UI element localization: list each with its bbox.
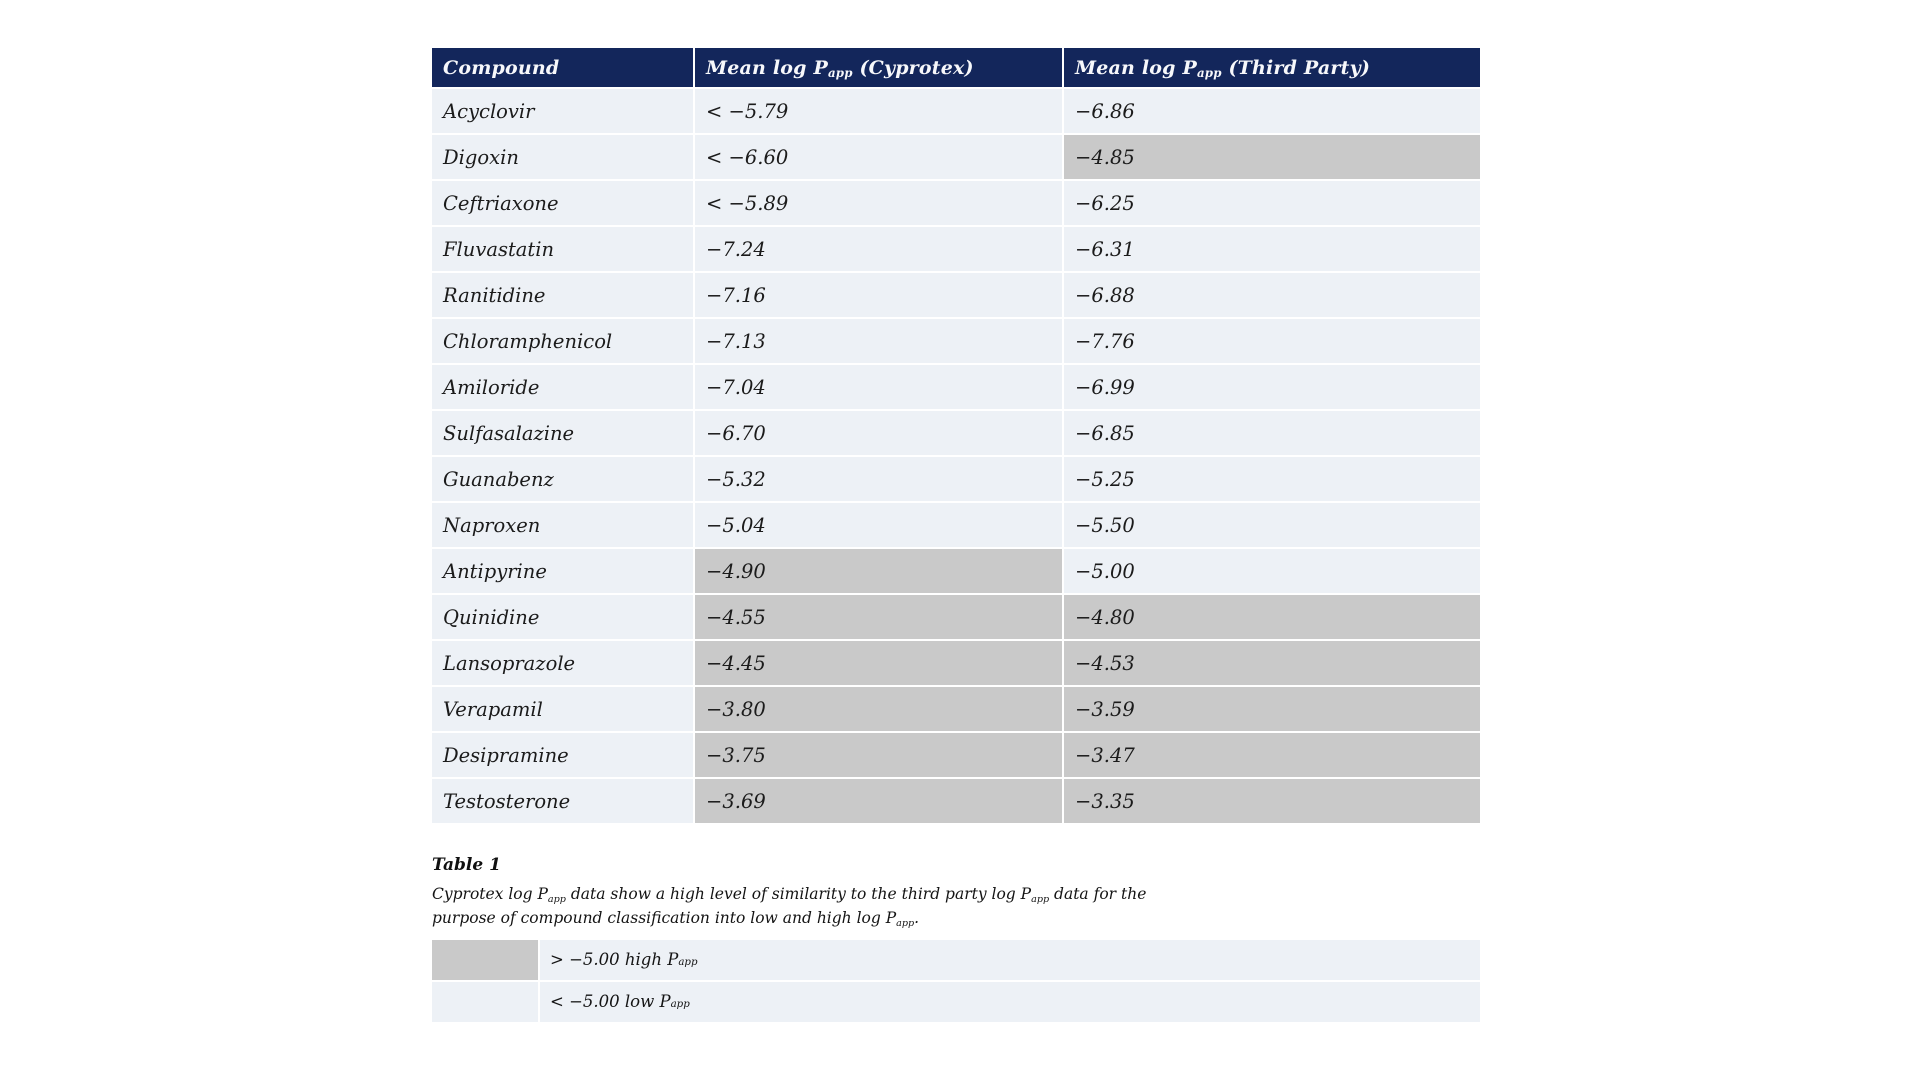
third-party-value-cell: −6.88 — [1063, 272, 1480, 319]
compound-cell: Digoxin — [432, 134, 695, 181]
papp-comparison-table: Compound Mean log Papp (Cyprotex) Mean l… — [432, 48, 1480, 825]
high-papp-swatch — [432, 939, 538, 980]
cyprotex-value-cell: −7.04 — [694, 364, 1064, 411]
cyprotex-value-cell: −4.55 — [694, 594, 1064, 641]
legend-text: < −5.00 low P — [550, 992, 671, 1012]
table-row: Sulfasalazine −6.70 −6.85 — [432, 410, 1480, 457]
cyprotex-value-cell: −3.69 — [694, 778, 1064, 825]
table-row: Verapamil −3.80 −3.59 — [432, 686, 1480, 733]
third-party-value-cell: −4.53 — [1063, 640, 1480, 687]
compound-cell: Testosterone — [432, 778, 695, 825]
cyprotex-value-cell: −4.45 — [694, 640, 1064, 687]
table-row: Ceftriaxone < −5.89 −6.25 — [432, 180, 1480, 227]
compound-cell: Fluvastatin — [432, 226, 695, 273]
cyprotex-value-cell: < −5.79 — [694, 88, 1064, 135]
compound-cell: Quinidine — [432, 594, 695, 641]
compound-cell: Naproxen — [432, 502, 695, 549]
caption-subscript: app — [896, 918, 915, 930]
caption-text: data show a high level of similarity to … — [565, 885, 1032, 903]
column-header-cyprotex: Mean log Papp (Cyprotex) — [694, 48, 1064, 89]
cyprotex-value-cell: −7.24 — [694, 226, 1064, 273]
column-header-third-party: Mean log Papp (Third Party) — [1063, 48, 1480, 89]
table-row: Guanabenz −5.32 −5.25 — [432, 456, 1480, 503]
header-subscript: app — [827, 65, 853, 80]
table-header-row: Compound Mean log Papp (Cyprotex) Mean l… — [432, 48, 1480, 89]
column-header-compound: Compound — [432, 48, 695, 89]
third-party-value-cell: −5.00 — [1063, 548, 1480, 595]
compound-cell: Ceftriaxone — [432, 180, 695, 227]
header-subscript: app — [1196, 65, 1222, 80]
cyprotex-value-cell: −4.90 — [694, 548, 1064, 595]
table-caption-body: Cyprotex log Papp data show a high level… — [432, 882, 1187, 931]
third-party-value-cell: −3.35 — [1063, 778, 1480, 825]
table-row: Ranitidine −7.16 −6.88 — [432, 272, 1480, 319]
table-row: Naproxen −5.04 −5.50 — [432, 502, 1480, 549]
third-party-value-cell: −4.80 — [1063, 594, 1480, 641]
cyprotex-value-cell: −5.32 — [694, 456, 1064, 503]
table-body: Acyclovir < −5.79 −6.86 Digoxin < −6.60 −4.85… — [432, 88, 1480, 825]
cyprotex-value-cell: < −6.60 — [694, 134, 1064, 181]
table-row: Acyclovir < −5.79 −6.86 — [432, 88, 1480, 135]
header-label: Mean log P — [1075, 56, 1197, 79]
third-party-value-cell: −5.50 — [1063, 502, 1480, 549]
compound-cell: Antipyrine — [432, 548, 695, 595]
cyprotex-value-cell: < −5.89 — [694, 180, 1064, 227]
header-label: Compound — [443, 56, 560, 79]
compound-cell: Sulfasalazine — [432, 410, 695, 457]
table-figure: Compound Mean log Papp (Cyprotex) Mean l… — [432, 48, 1480, 1024]
cyprotex-value-cell: −3.80 — [694, 686, 1064, 733]
caption-subscript: app — [547, 893, 566, 905]
compound-cell: Desipramine — [432, 732, 695, 779]
caption-text: data for the purpose of compound classif… — [432, 885, 1147, 928]
compound-cell: Guanabenz — [432, 456, 695, 503]
third-party-value-cell: −6.86 — [1063, 88, 1480, 135]
compound-cell: Chloramphenicol — [432, 318, 695, 365]
table-row: Quinidine −4.55 −4.80 — [432, 594, 1480, 641]
table-row: Digoxin < −6.60 −4.85 — [432, 134, 1480, 181]
table-row: Fluvastatin −7.24 −6.31 — [432, 226, 1480, 273]
third-party-value-cell: −3.59 — [1063, 686, 1480, 733]
table-row: Amiloride −7.04 −6.99 — [432, 364, 1480, 411]
table-caption-title: Table 1 — [432, 855, 501, 875]
third-party-value-cell: −7.76 — [1063, 318, 1480, 365]
cyprotex-value-cell: −3.75 — [694, 732, 1064, 779]
low-papp-swatch — [432, 981, 538, 1022]
header-label: Mean log P — [706, 56, 828, 79]
third-party-value-cell: −4.85 — [1063, 134, 1480, 181]
table-row: Lansoprazole −4.45 −4.53 — [432, 640, 1480, 687]
compound-cell: Amiloride — [432, 364, 695, 411]
legend-text: > −5.00 high P — [550, 950, 679, 970]
caption-text: . — [914, 909, 920, 928]
table-row: Antipyrine −4.90 −5.00 — [432, 548, 1480, 595]
caption-text: Cyprotex log P — [432, 885, 548, 903]
header-label-suffix: (Third Party) — [1221, 56, 1371, 79]
third-party-value-cell: −6.85 — [1063, 410, 1480, 457]
header-label-suffix: (Cyprotex) — [852, 56, 974, 79]
cyprotex-value-cell: −6.70 — [694, 410, 1064, 457]
third-party-value-cell: −6.99 — [1063, 364, 1480, 411]
table-row: Chloramphenicol −7.13 −7.76 — [432, 318, 1480, 365]
table-row: Testosterone −3.69 −3.35 — [432, 778, 1480, 825]
compound-cell: Ranitidine — [432, 272, 695, 319]
table-row: Desipramine −3.75 −3.47 — [432, 732, 1480, 779]
compound-cell: Verapamil — [432, 686, 695, 733]
third-party-value-cell: −6.31 — [1063, 226, 1480, 273]
third-party-value-cell: −5.25 — [1063, 456, 1480, 503]
caption-subscript: app — [1031, 893, 1050, 905]
cyprotex-value-cell: −7.16 — [694, 272, 1064, 319]
third-party-value-cell: −3.47 — [1063, 732, 1480, 779]
compound-cell: Lansoprazole — [432, 640, 695, 687]
cyprotex-value-cell: −7.13 — [694, 318, 1064, 365]
third-party-value-cell: −6.25 — [1063, 180, 1480, 227]
cyprotex-value-cell: −5.04 — [694, 502, 1064, 549]
compound-cell: Acyclovir — [432, 88, 695, 135]
